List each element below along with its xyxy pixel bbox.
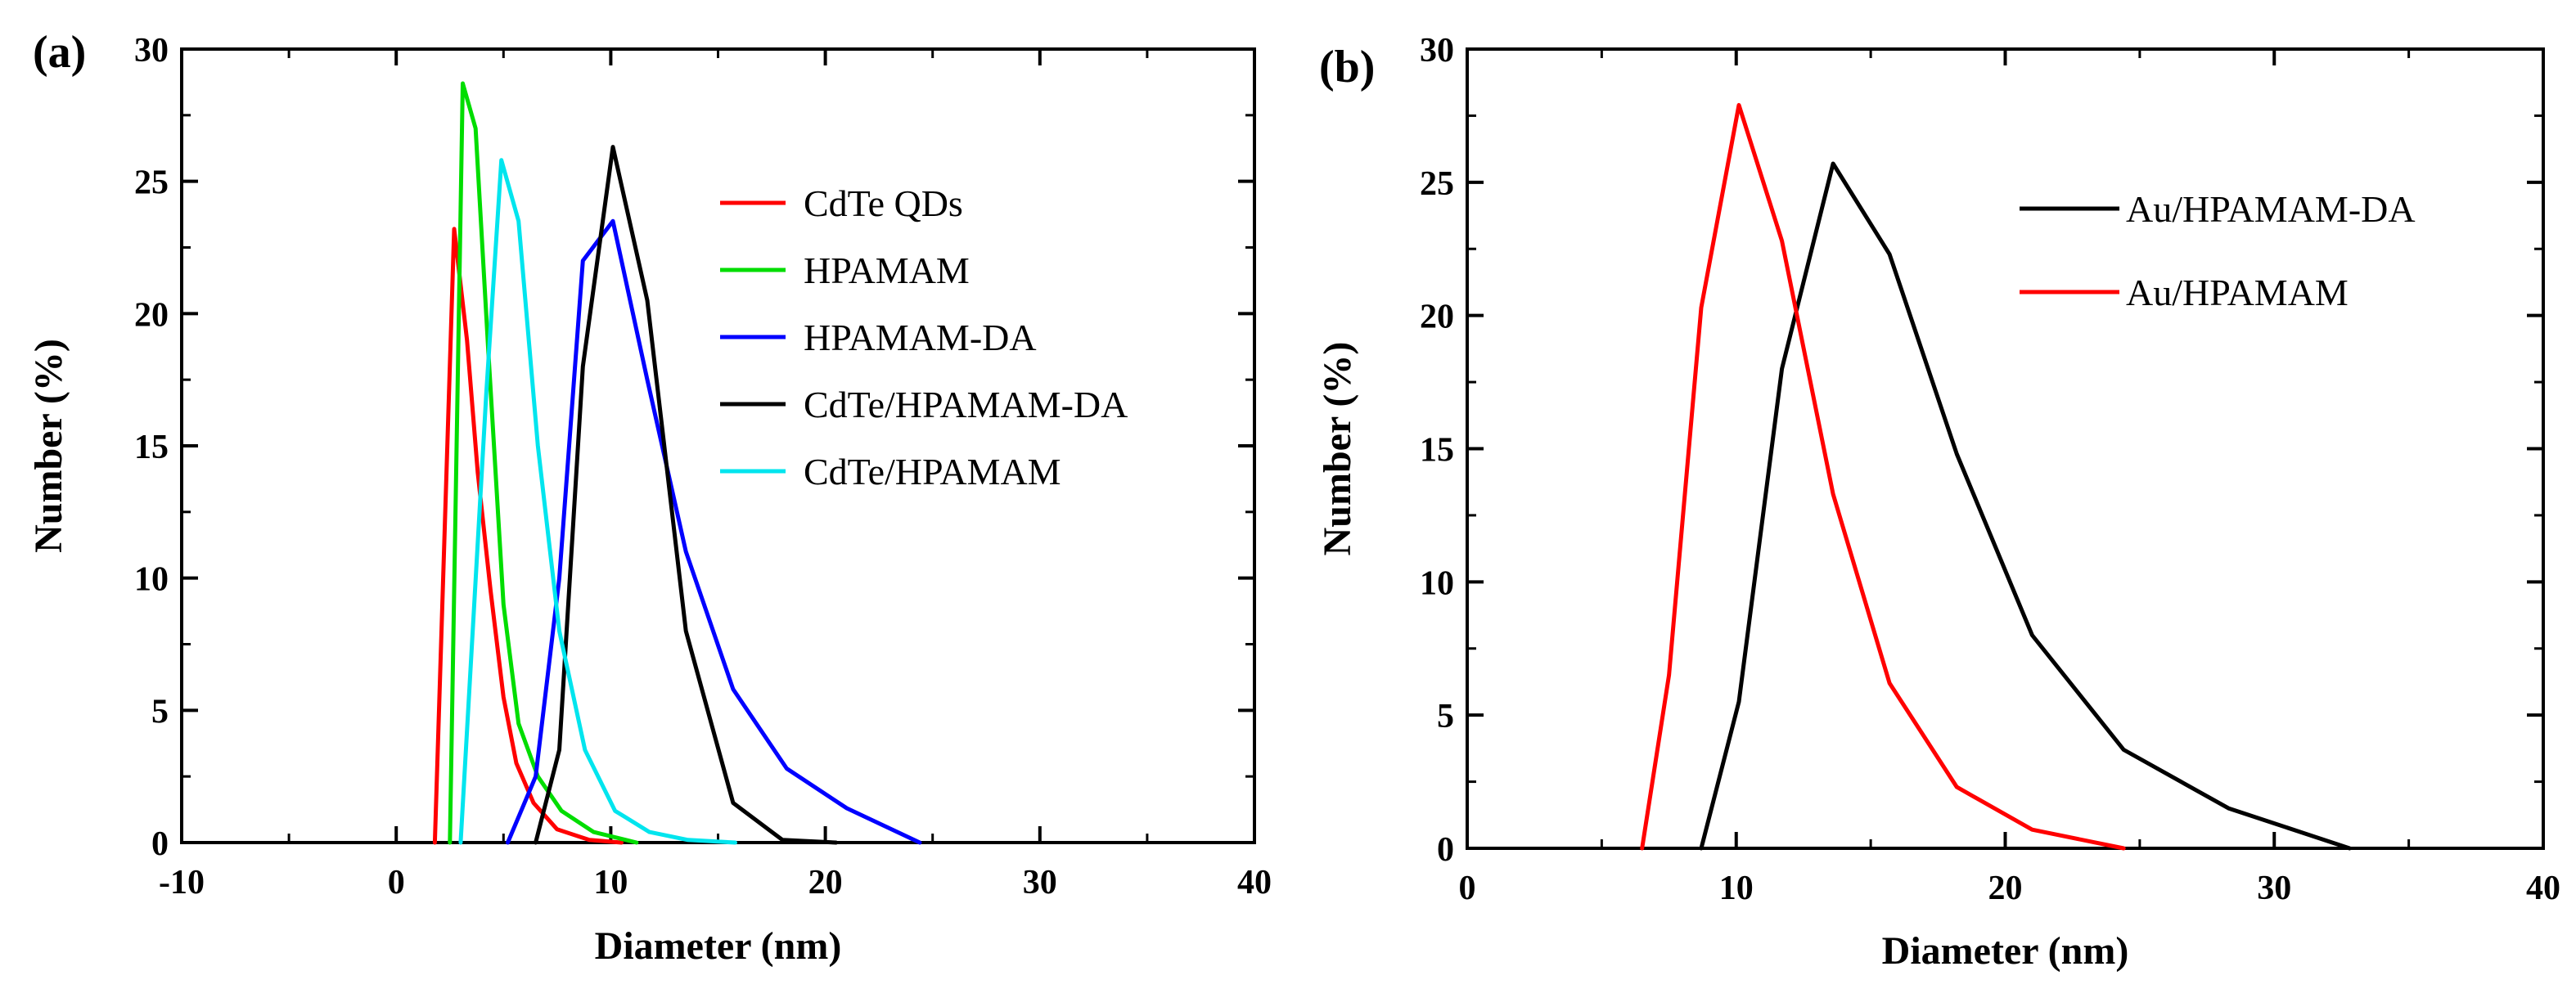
y-tick-label: 5 bbox=[1437, 698, 1454, 735]
panel-label: (b) bbox=[1319, 42, 1375, 92]
legend-label: Au/HPAMAM-DA bbox=[2126, 188, 2416, 230]
y-tick-label: 10 bbox=[1420, 564, 1454, 602]
legend: CdTe QDs HPAMAM HPAMAM-DA CdTe/HPAMAM-DA CdT… bbox=[720, 182, 1128, 492]
legend-label: CdTe/HPAMAM bbox=[804, 451, 1061, 492]
legend: Au/HPAMAM-DA Au/HPAMAM bbox=[2020, 188, 2416, 313]
x-tick-label: 10 bbox=[1719, 870, 1754, 907]
x-tick-label: 0 bbox=[388, 864, 405, 901]
legend-label: HPAMAM bbox=[804, 250, 970, 291]
legend-label: CdTe QDs bbox=[804, 182, 963, 224]
y-tick-label: 15 bbox=[1420, 432, 1454, 470]
x-tick-label: -10 bbox=[159, 864, 205, 901]
y-tick-label: 0 bbox=[1437, 831, 1454, 869]
series-line-1 bbox=[448, 81, 639, 845]
y-axis-title: Number (%) bbox=[1316, 342, 1359, 556]
x-tick-label: 20 bbox=[1988, 870, 2023, 907]
legend-label: HPAMAM-DA bbox=[804, 317, 1037, 358]
y-tick-label: 10 bbox=[134, 561, 169, 599]
panel-label: (a) bbox=[33, 27, 86, 78]
series-line-1 bbox=[1640, 102, 2126, 851]
legend-label: Au/HPAMAM bbox=[2126, 272, 2349, 313]
y-axis-title: Number (%) bbox=[27, 339, 70, 553]
x-tick-label: 0 bbox=[1459, 870, 1476, 907]
x-tick-label: 40 bbox=[1237, 864, 1272, 901]
y-tick-label: 15 bbox=[134, 429, 169, 466]
y-tick-label: 30 bbox=[1420, 32, 1454, 70]
y-tick-label: 30 bbox=[134, 32, 169, 70]
x-tick-label: 10 bbox=[593, 864, 628, 901]
y-tick-label: 20 bbox=[134, 296, 169, 334]
x-axis-title: Diameter (nm) bbox=[1882, 929, 2129, 973]
y-tick-label: 25 bbox=[134, 164, 169, 202]
x-tick-label: 40 bbox=[2526, 870, 2560, 907]
y-tick-label: 5 bbox=[151, 693, 169, 731]
plot-frame bbox=[1466, 47, 2545, 850]
x-axis-title: Diameter (nm) bbox=[595, 924, 842, 968]
x-tick-label: 30 bbox=[2257, 870, 2291, 907]
series-line-0 bbox=[432, 227, 624, 845]
y-tick-label: 25 bbox=[1420, 165, 1454, 203]
chart-panel-1: (b) 0 10 20 30 40 0 5 10 15 20 25 30 Diameter (nm) Num… bbox=[1316, 32, 2560, 973]
series-line-0 bbox=[1699, 161, 2352, 851]
plot-frame bbox=[180, 47, 1256, 844]
series-line-4 bbox=[458, 158, 737, 845]
legend-label: CdTe/HPAMAM-DA bbox=[804, 384, 1128, 425]
y-tick-label: 20 bbox=[1420, 299, 1454, 336]
x-tick-label: 20 bbox=[808, 864, 843, 901]
x-tick-label: 30 bbox=[1023, 864, 1057, 901]
y-tick-label: 0 bbox=[151, 825, 169, 863]
series-line-2 bbox=[506, 218, 922, 845]
series-line-3 bbox=[534, 145, 839, 845]
